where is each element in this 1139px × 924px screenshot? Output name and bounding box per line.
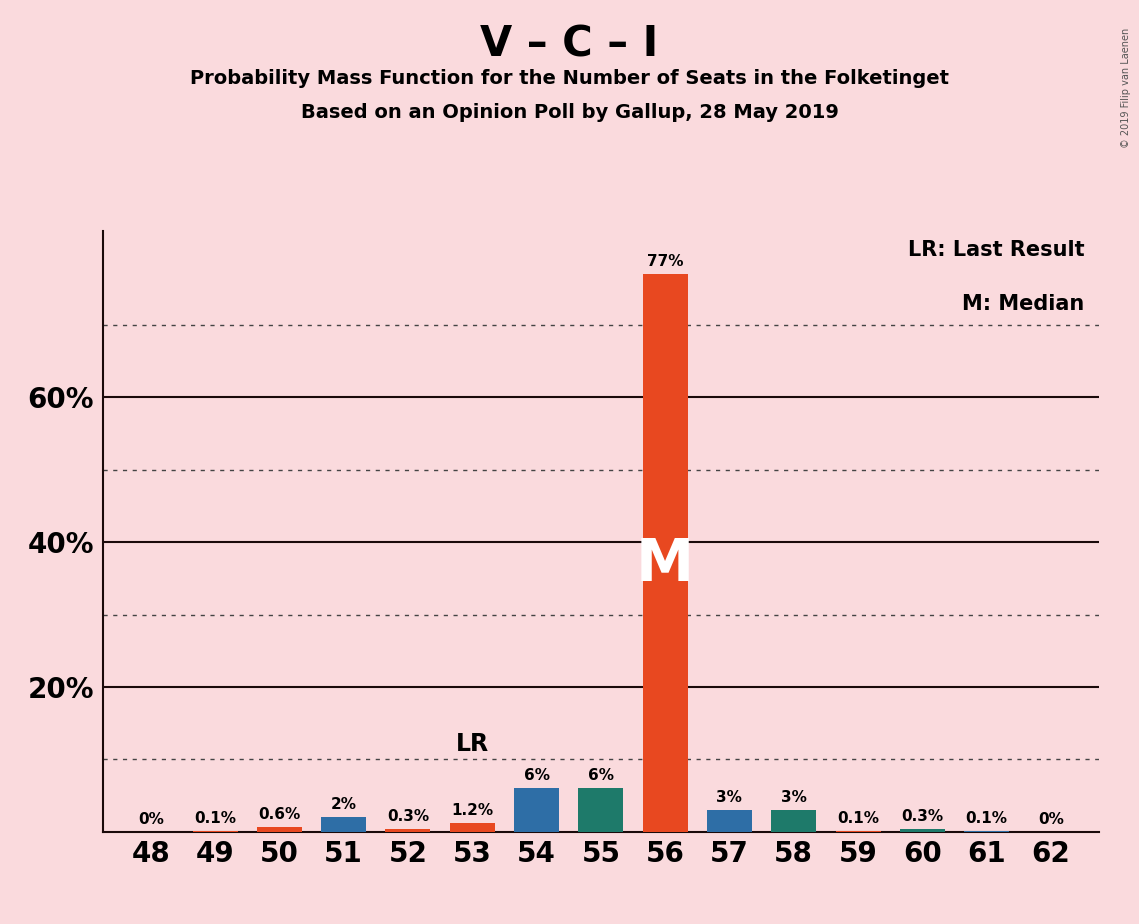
Text: 2%: 2% bbox=[330, 797, 357, 812]
Bar bbox=[256, 827, 302, 832]
Text: Probability Mass Function for the Number of Seats in the Folketinget: Probability Mass Function for the Number… bbox=[190, 69, 949, 89]
Text: 3%: 3% bbox=[780, 790, 806, 805]
Text: M: Median: M: Median bbox=[962, 294, 1084, 314]
Text: 0%: 0% bbox=[1038, 811, 1064, 827]
Text: V – C – I: V – C – I bbox=[481, 23, 658, 65]
Text: © 2019 Filip van Laenen: © 2019 Filip van Laenen bbox=[1121, 28, 1131, 148]
Text: 0.6%: 0.6% bbox=[259, 808, 301, 822]
Text: LR: Last Result: LR: Last Result bbox=[908, 240, 1084, 260]
Bar bbox=[385, 830, 431, 832]
Text: 0%: 0% bbox=[138, 811, 164, 827]
Bar bbox=[707, 810, 752, 832]
Text: 77%: 77% bbox=[647, 254, 683, 270]
Text: 0.3%: 0.3% bbox=[387, 809, 429, 824]
Text: 0.1%: 0.1% bbox=[194, 811, 236, 826]
Text: LR: LR bbox=[456, 732, 489, 756]
Bar bbox=[642, 274, 688, 832]
Bar bbox=[900, 830, 945, 832]
Bar bbox=[771, 810, 817, 832]
Text: 0.1%: 0.1% bbox=[966, 811, 1008, 826]
Text: 6%: 6% bbox=[588, 768, 614, 784]
Text: 0.1%: 0.1% bbox=[837, 811, 879, 826]
Text: 6%: 6% bbox=[524, 768, 549, 784]
Bar bbox=[514, 788, 559, 832]
Bar bbox=[579, 788, 623, 832]
Text: 1.2%: 1.2% bbox=[451, 803, 493, 818]
Bar bbox=[321, 817, 366, 832]
Bar bbox=[450, 823, 494, 832]
Text: M: M bbox=[636, 536, 694, 592]
Text: 3%: 3% bbox=[716, 790, 743, 805]
Text: 0.3%: 0.3% bbox=[901, 809, 943, 824]
Text: Based on an Opinion Poll by Gallup, 28 May 2019: Based on an Opinion Poll by Gallup, 28 M… bbox=[301, 103, 838, 123]
